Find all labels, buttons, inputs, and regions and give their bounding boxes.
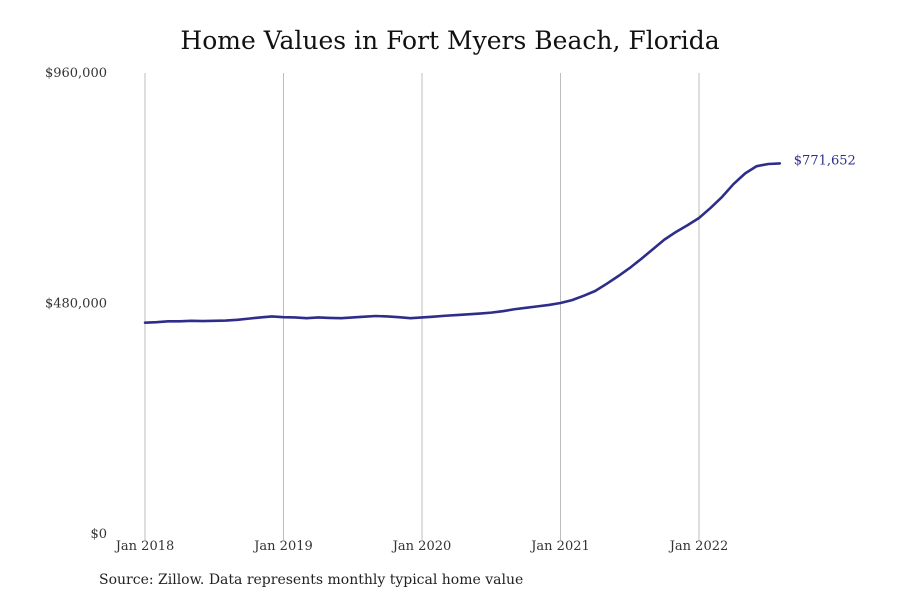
gridlines <box>144 73 700 540</box>
x-axis: Jan 2018 Jan 2019 Jan 2020 Jan 2021 Jan 2022 <box>114 539 729 554</box>
y-axis: $0 $480,000 $960,000 <box>45 66 107 542</box>
x-tick-label: Jan 2021 <box>529 539 590 554</box>
y-tick-label: $960,000 <box>45 66 107 81</box>
source-note: Source: Zillow. Data represents monthly … <box>99 572 524 588</box>
end-labels: $771,652 <box>794 153 856 168</box>
series-line <box>143 162 782 325</box>
series-layer <box>143 162 782 325</box>
x-tick-label: Jan 2020 <box>391 539 452 554</box>
x-tick-label: Jan 2022 <box>668 539 729 554</box>
x-tick-label: Jan 2019 <box>252 539 313 554</box>
y-tick-label: $480,000 <box>45 297 107 312</box>
end-value-label: $771,652 <box>794 153 856 168</box>
y-tick-label: $0 <box>90 527 107 542</box>
x-tick-label: Jan 2018 <box>114 539 175 554</box>
chart-title: Home Values in Fort Myers Beach, Florida <box>180 26 720 55</box>
